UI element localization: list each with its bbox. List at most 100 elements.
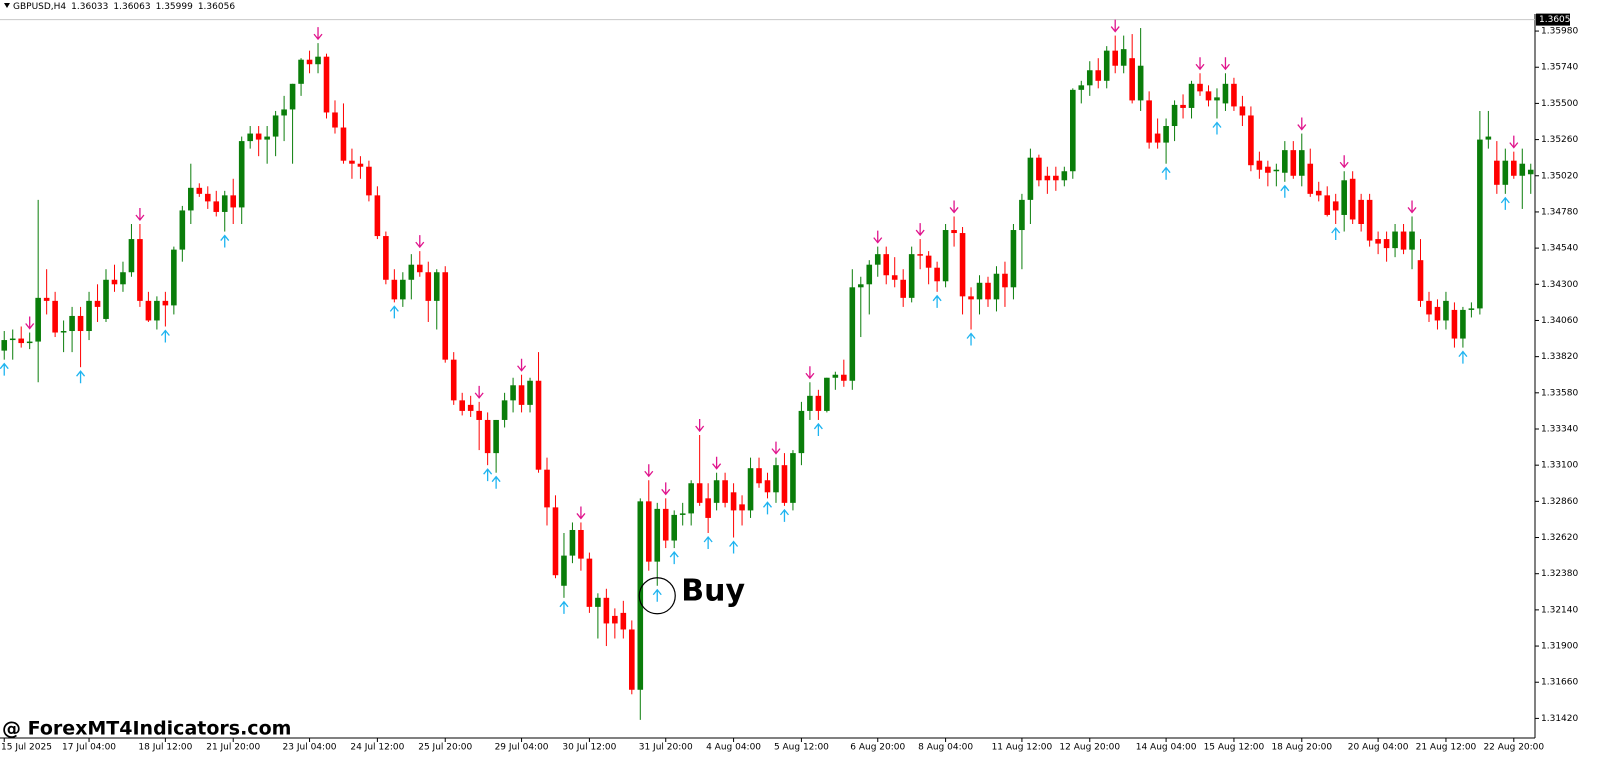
candle-body	[857, 284, 864, 288]
buy-arrow	[966, 332, 976, 346]
candle-body	[332, 112, 338, 128]
candle-body	[1366, 199, 1373, 241]
y-tick-label: 1.32620	[1541, 533, 1578, 543]
candle-body	[722, 480, 728, 503]
y-tick-label: 1.34540	[1541, 244, 1578, 254]
candle-body	[781, 465, 788, 503]
x-tick-label: 30 Jul 12:00	[562, 743, 616, 753]
candle-body	[1112, 50, 1119, 66]
candle-body	[1519, 163, 1526, 176]
buy-arrow	[1161, 166, 1171, 180]
candle-body	[204, 193, 211, 202]
candle-body	[340, 127, 347, 161]
sell-arrow	[313, 27, 323, 41]
y-tick-label: 1.34780	[1541, 207, 1578, 217]
x-tick-label: 6 Aug 20:00	[850, 743, 905, 753]
candle-body	[1307, 163, 1314, 194]
buy-arrow	[220, 234, 230, 248]
candle-body	[1510, 160, 1517, 176]
candle-body	[1129, 58, 1135, 101]
y-tick-label: 1.35500	[1541, 99, 1578, 109]
candle-body	[1409, 231, 1415, 250]
quote-value: 1.36063	[113, 2, 150, 12]
candle-body	[544, 469, 550, 508]
candle-body	[1256, 160, 1263, 170]
quote-value: 1.36056	[198, 2, 235, 12]
candle-body	[662, 508, 669, 541]
candle-body	[43, 297, 50, 301]
candle-body	[1103, 50, 1110, 81]
candle-body	[467, 404, 474, 411]
candle-body	[934, 267, 940, 282]
y-tick-label: 1.31900	[1541, 642, 1578, 652]
candle-body	[238, 141, 245, 208]
candle-body	[1214, 97, 1220, 101]
candle-body	[493, 419, 499, 454]
candle-body	[976, 282, 983, 300]
candle-body	[917, 254, 923, 256]
candle-body	[221, 195, 228, 212]
candle-body	[145, 300, 152, 321]
candle-body	[1282, 150, 1288, 173]
x-tick-label: 8 Aug 04:00	[918, 743, 973, 753]
candle-body	[349, 160, 355, 164]
candle-body	[1061, 171, 1068, 181]
candle-body	[433, 272, 440, 301]
x-tick-label: 21 Jul 20:00	[206, 743, 260, 753]
x-tick-label: 5 Aug 12:00	[774, 743, 829, 753]
candle-body	[654, 508, 661, 562]
sell-arrow	[1297, 117, 1307, 131]
candle-body	[1248, 115, 1254, 166]
buy-arrow	[1280, 184, 1290, 198]
candle-body	[1002, 273, 1008, 288]
candle-body	[595, 597, 601, 607]
buy-arrow	[762, 501, 773, 515]
candle-body	[86, 300, 92, 332]
candle-body	[416, 264, 423, 273]
candle-body	[1375, 239, 1381, 244]
y-tick-label: 1.31420	[1541, 714, 1578, 724]
x-tick-label: 22 Aug 20:00	[1483, 743, 1544, 753]
candle-body	[518, 385, 525, 405]
x-tick-label: 18 Aug 20:00	[1271, 743, 1332, 753]
candle-body	[925, 255, 932, 268]
sell-arrow	[915, 223, 925, 237]
candle-body	[620, 612, 627, 630]
candle-body	[476, 410, 482, 420]
candle-body	[510, 385, 516, 401]
candle-body	[629, 629, 635, 690]
candle-body	[255, 133, 262, 140]
y-tick-label: 1.31660	[1541, 678, 1578, 688]
candle-body	[137, 239, 143, 301]
candle-body	[1358, 199, 1364, 224]
candle-body	[1036, 157, 1042, 181]
candle-body	[552, 507, 559, 576]
candle-body	[874, 254, 881, 265]
candle-body	[128, 239, 135, 273]
sell-arrow	[771, 441, 781, 455]
candle-body	[94, 300, 101, 307]
annotation-text: Buy	[681, 573, 745, 608]
candle-body	[1341, 180, 1347, 215]
sell-arrow	[1110, 19, 1120, 33]
candle-body	[1349, 178, 1356, 220]
candle-body	[985, 282, 991, 300]
candle-body	[1315, 190, 1322, 196]
candle-body	[1494, 160, 1500, 185]
candle-body	[1527, 169, 1534, 175]
sell-arrow	[1339, 155, 1349, 169]
buy-arrow	[389, 305, 399, 319]
sell-arrow	[873, 230, 883, 244]
candle-body	[1053, 175, 1059, 181]
candle-body	[705, 498, 711, 518]
candle-body	[52, 300, 58, 333]
x-tick-label: 25 Jul 20:00	[418, 743, 472, 753]
candle-body	[1137, 65, 1144, 101]
sell-arrow	[949, 200, 959, 214]
candle-body	[1231, 83, 1237, 107]
candle-body	[1154, 133, 1161, 143]
buy-arrow	[0, 362, 9, 376]
buy-arrow	[932, 294, 942, 308]
